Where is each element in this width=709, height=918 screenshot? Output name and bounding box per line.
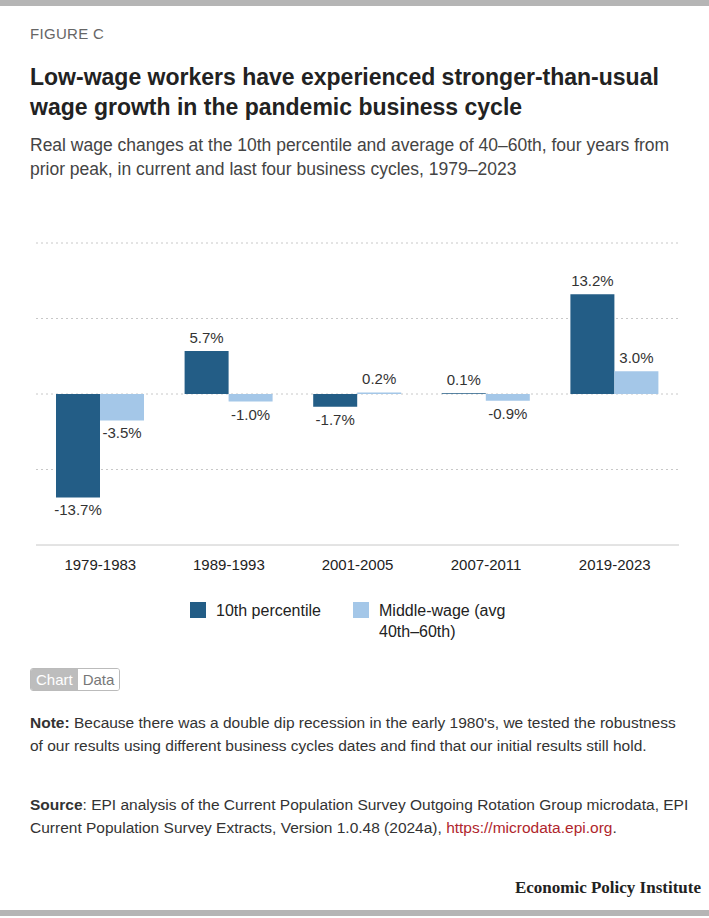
svg-text:13.2%: 13.2%: [571, 272, 614, 289]
svg-text:-13.7%: -13.7%: [54, 501, 102, 518]
html-text:Low-wage workers have experien: Low-wage workers have experienced strong…: [30, 64, 659, 120]
svg-text:0.1%: 0.1%: [447, 371, 481, 388]
html-text:10th percentile: 10th percentile: [216, 602, 321, 619]
html-text:Note: Because there was a doub: Note: Because there was a double dip rec…: [30, 714, 676, 754]
html-text:Economic Policy Institute: Economic Policy Institute: [515, 878, 701, 897]
svg-text:2019-2023: 2019-2023: [579, 556, 651, 573]
svg-text:-1.0%: -1.0%: [231, 406, 270, 423]
html-text:Source: EPI analysis of the Cu: Source: EPI analysis of the Current Popu…: [30, 796, 689, 836]
html-text:Chart: Chart: [36, 671, 73, 688]
svg-text:2007-2011: 2007-2011: [451, 556, 522, 573]
svg-text:-0.9%: -0.9%: [488, 405, 527, 422]
html-text:FIGURE C: FIGURE C: [30, 25, 105, 42]
svg-text:2001-2005: 2001-2005: [322, 556, 394, 573]
svg-text:1989-1993: 1989-1993: [193, 556, 265, 573]
svg-text:3.0%: 3.0%: [619, 349, 653, 366]
html-text:Middle-wage (avg 40th–60th): Middle-wage (avg 40th–60th): [379, 602, 506, 640]
html-text:Real wage changes at the 10th: Real wage changes at the 10th percentile…: [30, 135, 670, 179]
svg-text:5.7%: 5.7%: [189, 329, 223, 346]
svg-text:1979-1983: 1979-1983: [64, 556, 136, 573]
svg-text:-3.5%: -3.5%: [102, 424, 141, 441]
svg-text:-1.7%: -1.7%: [316, 411, 355, 428]
html-text:Data: Data: [82, 671, 115, 688]
svg-text:0.2%: 0.2%: [362, 370, 396, 387]
